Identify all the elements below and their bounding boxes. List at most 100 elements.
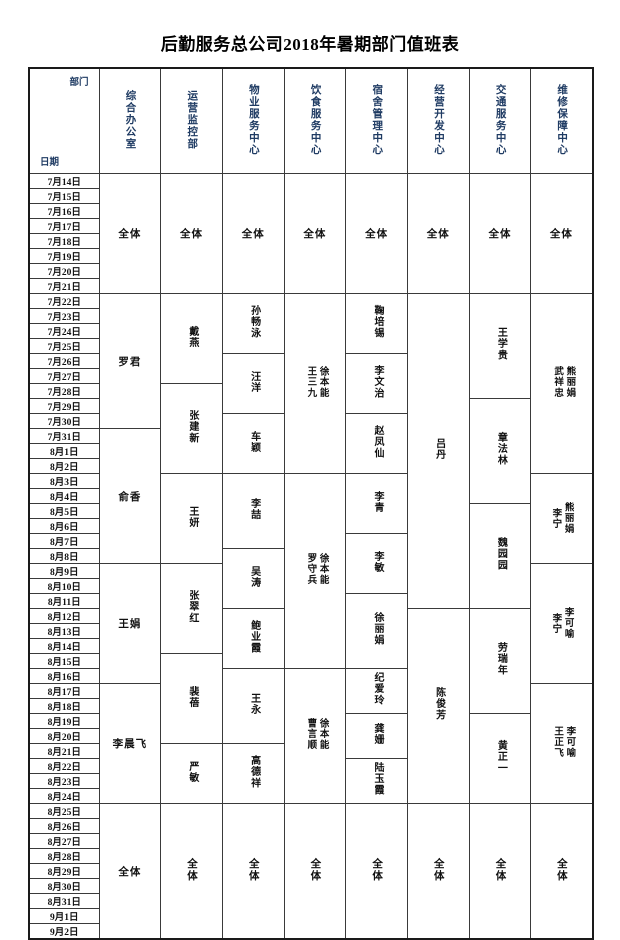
duty-name-pair: 徐本能 王三九	[285, 366, 349, 398]
duty-name: 李青	[371, 490, 383, 514]
header-label: 物业服务中心	[247, 83, 259, 156]
all-staff-label: 全体	[549, 229, 573, 240]
date-cell: 7月31日	[28, 428, 100, 444]
date-cell: 8月24日	[28, 788, 100, 804]
duty-cell-sushe: 赵凤仙	[345, 413, 408, 474]
all-staff-label: 全体	[371, 857, 383, 882]
table-row: 8月16日 王永 徐本能 曹言顺 纪爱玲	[28, 668, 593, 804]
duty-name: 李宁	[550, 507, 561, 530]
date-cell: 7月19日	[28, 248, 100, 264]
date-cell: 7月25日	[28, 338, 100, 354]
duty-cell-sushe: 李敏	[345, 533, 408, 594]
table-row: 8月6日	[28, 518, 593, 534]
duty-cell-wuye: 王永	[221, 668, 285, 744]
date-cell: 8月8日	[28, 548, 100, 564]
table-row: 8月25日 全体 全体 全体 全体 全体 全体 全体 全体	[28, 803, 593, 940]
date-cell: 8月1日	[28, 443, 100, 459]
all-staff-label: 全体	[432, 857, 444, 882]
table-row: 7月29日 章法林	[28, 398, 593, 504]
table-row: 8月9日 王娟 张翠红 李可喻 李宁	[28, 563, 593, 684]
duty-name: 章法林	[495, 432, 507, 467]
duty-cell-weixiu: 李可喻 王正飞	[530, 683, 593, 804]
duty-name: 戴燕	[186, 325, 198, 349]
duty-name: 鞠培锡	[371, 304, 383, 340]
duty-name: 纪爱玲	[371, 672, 383, 707]
header-label: 经营开发中心	[432, 83, 444, 156]
duty-cell-wuye: 全体	[221, 803, 285, 940]
table-row: 7月19日	[28, 248, 593, 264]
table-row: 8月3日 王妍 李喆 徐本能 罗守兵 李青 熊丽娟 李宁	[28, 473, 593, 669]
duty-name-pair: 熊丽娟 李宁	[535, 502, 588, 534]
duty-name: 熊丽娟	[562, 502, 573, 535]
date-cell: 8月30日	[28, 878, 100, 894]
duty-cell-yunying: 戴燕	[160, 293, 223, 384]
table-row: 8月21日严敏 高德祥	[28, 743, 593, 804]
duty-cell-zonghe: 李晨飞	[98, 683, 162, 804]
all-staff-label: 全体	[303, 229, 327, 240]
duty-cell-zonghe: 全体	[98, 803, 162, 940]
duty-name-pair: 徐本能 罗守兵	[285, 553, 349, 585]
table-row: 7月28日 张建新	[28, 383, 593, 474]
duty-name: 罗守兵	[305, 553, 316, 586]
duty-name: 徐本能	[317, 365, 328, 399]
header-label: 综合办公室	[124, 89, 136, 150]
corner-date-label: 日期	[40, 158, 60, 168]
duty-cell-zonghe: 俞香	[98, 428, 162, 564]
date-cell: 7月14日	[28, 173, 100, 189]
duty-cell-wuye: 吴涛	[221, 548, 285, 609]
table-row: 7月15日	[28, 188, 593, 204]
duty-cell-wuye: 高德祥	[221, 743, 285, 804]
date-cell: 7月16日	[28, 203, 100, 219]
duty-cell-yunying: 王妍	[160, 473, 223, 564]
header-label: 维修保障中心	[556, 83, 568, 156]
duty-roster-page: 后勤服务总公司2018年暑期部门值班表 部门 日期 综合办公室 运营监控部 物业…	[28, 35, 594, 940]
date-cell: 8月19日	[28, 713, 100, 729]
duty-cell-yunying: 全体	[160, 803, 223, 940]
duty-cell-jingying: 吕丹	[406, 293, 470, 609]
duty-cell-wuye: 鲍业霞	[221, 608, 285, 669]
date-cell: 8月16日	[28, 668, 100, 684]
duty-cell-yunying: 裴蓓	[160, 653, 223, 744]
all-staff-label: 全体	[180, 229, 204, 240]
table-row: 8月22日 陆玉霞	[28, 758, 593, 804]
all-staff-label: 全体	[118, 866, 142, 878]
duty-cell-yinshi: 徐本能 王三九	[283, 293, 349, 474]
date-cell: 7月15日	[28, 188, 100, 204]
duty-name: 王三九	[305, 365, 316, 399]
date-cell: 8月21日	[28, 743, 100, 759]
page-title: 后勤服务总公司2018年暑期部门值班表	[160, 35, 460, 54]
duty-cell-yinshi: 徐本能 罗守兵	[283, 473, 349, 669]
column-header-yinshi: 饮食服务中心	[283, 67, 347, 174]
table-header: 部门 日期 综合办公室 运营监控部 物业服务中心 饮食服务中心 宿舍管理中心 经…	[28, 67, 593, 174]
table-row: 8月7日 李敏	[28, 533, 593, 594]
duty-name: 李敏	[371, 550, 383, 574]
date-cell: 7月17日	[28, 218, 100, 234]
duty-cell-zonghe: 全体	[98, 173, 162, 294]
column-header-yunying: 运营监控部	[160, 67, 223, 174]
duty-cell-jiaotong: 魏园园	[468, 503, 532, 609]
all-staff-label: 全体	[118, 229, 142, 240]
duty-name: 熊丽娟	[564, 365, 575, 399]
duty-cell-jingying: 全体	[406, 803, 470, 940]
duty-name: 严敏	[186, 760, 198, 784]
duty-cell-sushe: 李文治	[345, 353, 408, 414]
table-row: 7月31日俞香	[28, 428, 593, 564]
duty-cell-wuye: 全体	[221, 173, 285, 294]
duty-name-pair: 李可喻 李宁	[535, 607, 588, 639]
duty-name: 李喆	[248, 498, 260, 521]
date-cell: 8月25日	[28, 803, 100, 819]
header-label: 运营监控部	[186, 89, 198, 150]
duty-name: 徐本能	[317, 553, 328, 586]
duty-cell-weixiu: 李可喻 李宁	[530, 563, 593, 684]
table-row: 8月20日	[28, 728, 593, 744]
duty-cell-jiaotong: 黄正一	[468, 713, 532, 804]
duty-cell-weixiu: 熊丽娟 李宁	[530, 473, 593, 564]
duty-cell-sushe: 鞠培锡	[345, 293, 408, 354]
duty-cell-jiaotong: 全体	[468, 173, 532, 294]
duty-name: 俞香	[118, 491, 142, 503]
date-cell: 9月2日	[28, 923, 100, 940]
table-row: 7月22日 罗君 戴燕 孙畅泳 徐本能 王三九 鞠培锡 吕丹 王学贵 熊丽娟 武祥忠	[28, 293, 593, 609]
date-cell: 7月21日	[28, 278, 100, 294]
column-header-weixiu: 维修保障中心	[530, 67, 593, 174]
header-label: 饮食服务中心	[309, 83, 321, 156]
